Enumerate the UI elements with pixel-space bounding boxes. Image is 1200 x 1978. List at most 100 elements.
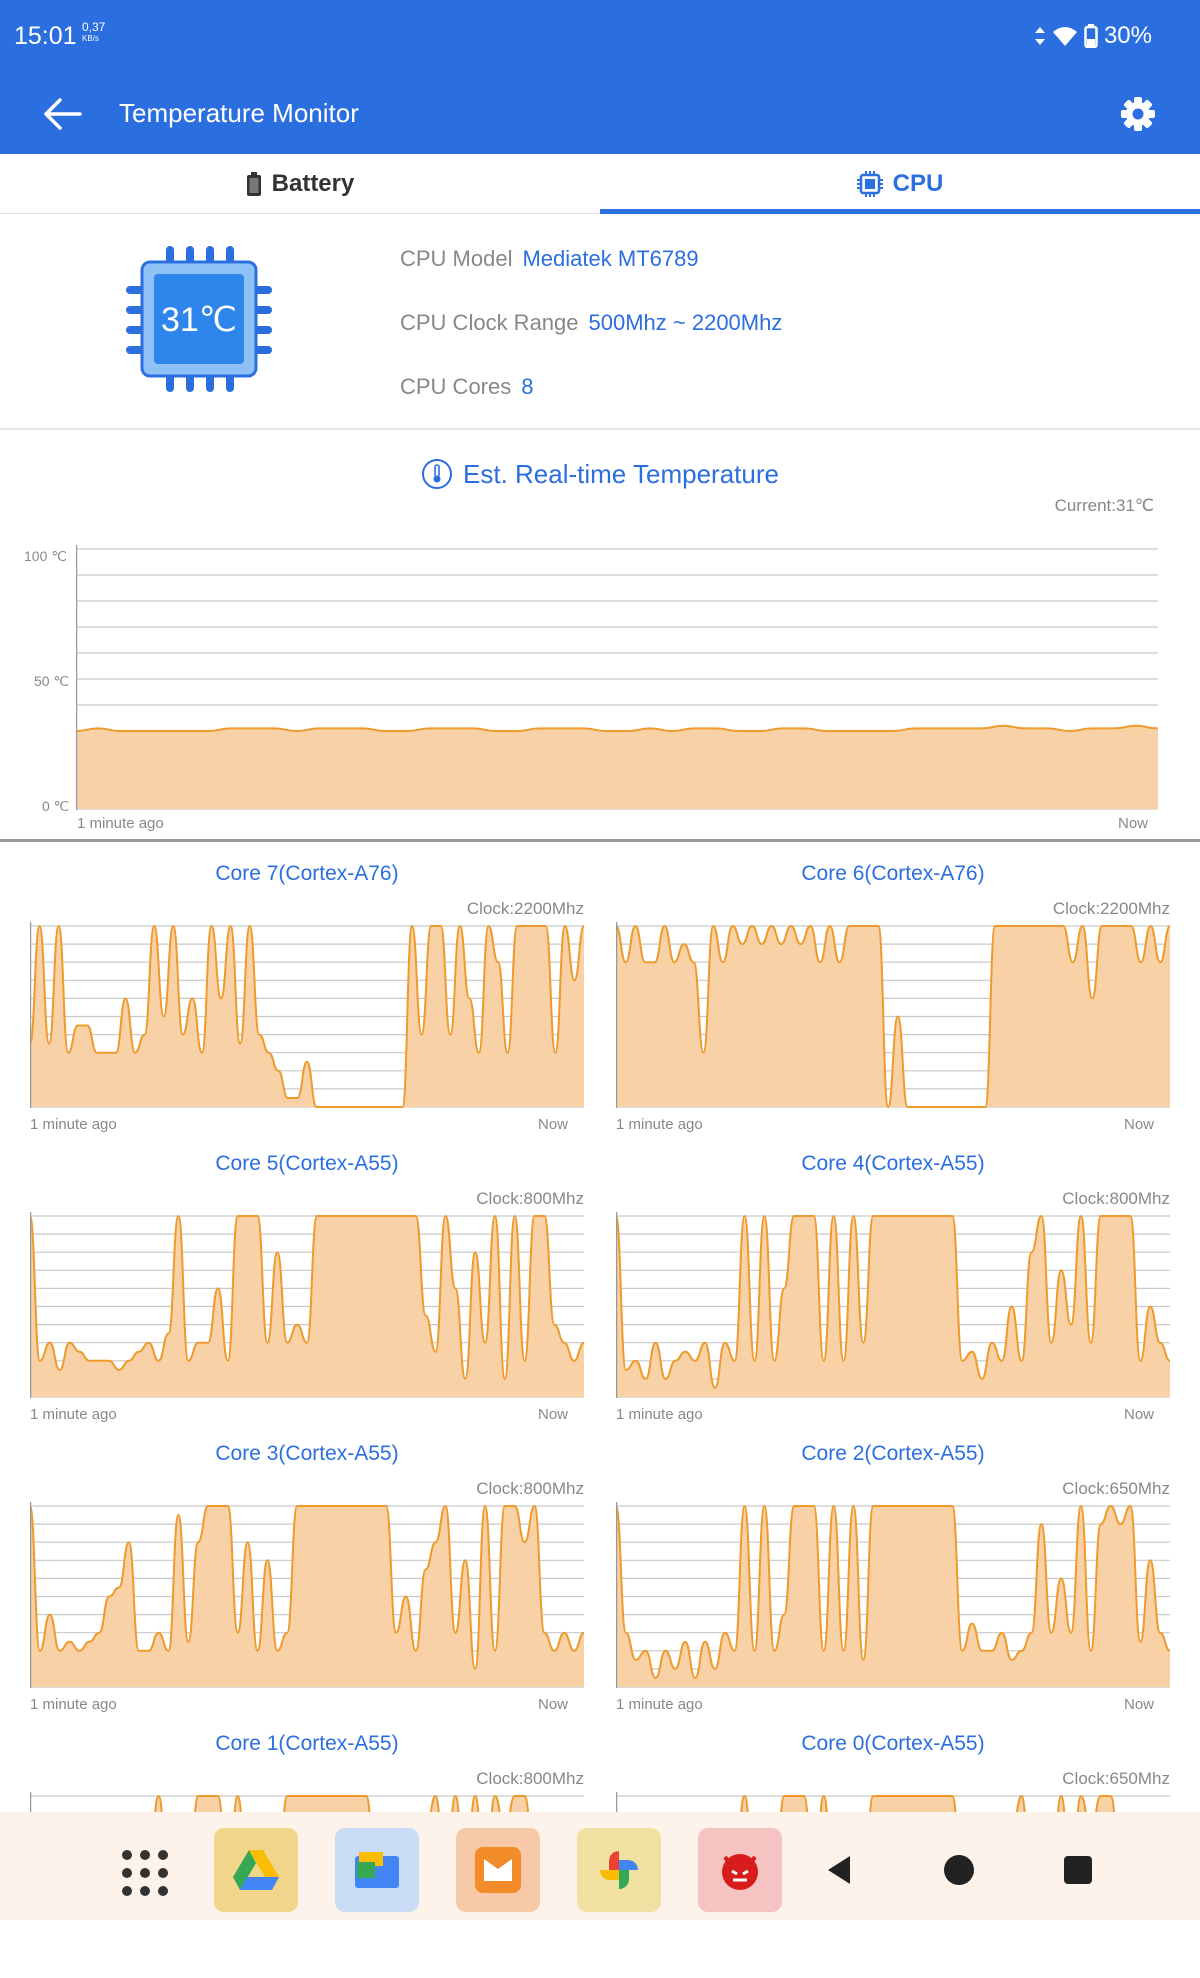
reader-app-icon[interactable] xyxy=(456,1828,540,1912)
core-clock: Clock:800Mhz xyxy=(1062,1189,1170,1208)
home-nav-icon[interactable] xyxy=(939,1850,979,1890)
core-x-start: 1 minute ago xyxy=(616,1116,703,1133)
gear-icon[interactable] xyxy=(1118,94,1158,134)
est-temperature-title-text: Est. Real-time Temperature xyxy=(463,458,779,489)
core-clock: Clock:800Mhz xyxy=(476,1769,584,1788)
core-title: Core 7(Cortex-A76) xyxy=(215,862,399,885)
status-icons: 30% xyxy=(1034,22,1152,50)
core-x-end: Now xyxy=(538,1696,569,1713)
taskbar-dock xyxy=(0,1812,1200,1920)
tab-bar: Battery CPU xyxy=(0,154,1200,214)
reader-logo-icon xyxy=(475,1847,521,1893)
core-clock: Clock:800Mhz xyxy=(476,1479,584,1498)
core-x-start: 1 minute ago xyxy=(30,1696,117,1713)
core-x-start: 1 minute ago xyxy=(30,1116,117,1133)
arrow-left-icon[interactable] xyxy=(40,94,84,134)
core-title: Core 1(Cortex-A55) xyxy=(215,1732,399,1755)
drive-logo-icon xyxy=(233,1850,279,1890)
y-tick-50: 50 ℃ xyxy=(34,673,70,689)
core-title: Core 0(Cortex-A55) xyxy=(801,1732,985,1755)
antutu-app-icon[interactable] xyxy=(698,1828,782,1912)
est-x-start: 1 minute ago xyxy=(77,815,164,832)
folder-icon xyxy=(355,1852,399,1888)
network-speed-unit: KB/s xyxy=(82,34,99,43)
data-arrows-icon xyxy=(1034,27,1045,45)
core-title: Core 3(Cortex-A55) xyxy=(215,1442,399,1465)
network-speed: 0,37 KB/s xyxy=(82,21,105,45)
tab-battery-label: Battery xyxy=(271,170,355,197)
core-chart xyxy=(30,922,584,1108)
est-temperature-line xyxy=(76,724,1158,733)
cpu-model-row: CPU Model Mediatek MT6789 xyxy=(400,246,699,272)
core-x-end: Now xyxy=(1124,1406,1155,1423)
core-clock: Clock:2200Mhz xyxy=(466,899,584,918)
cpu-clock-row: CPU Clock Range 500Mhz ~ 2200Mhz xyxy=(400,310,782,336)
antutu-logo-icon xyxy=(722,1854,758,1890)
core-clock: Clock:650Mhz xyxy=(1062,1769,1170,1788)
chip-icon xyxy=(856,171,883,197)
est-current-temp: Current:31℃ xyxy=(1054,496,1154,515)
files-app-icon[interactable] xyxy=(335,1828,419,1912)
cpu-clock-label: CPU Clock Range xyxy=(400,310,579,335)
tab-cpu[interactable]: CPU xyxy=(600,154,1200,214)
est-temperature-chart xyxy=(76,545,1158,810)
drive-app-icon[interactable] xyxy=(214,1828,298,1912)
back-nav-icon[interactable] xyxy=(820,1850,860,1890)
core-title: Core 5(Cortex-A55) xyxy=(215,1152,399,1175)
core-usage-area xyxy=(616,926,1170,1107)
est-x-end: Now xyxy=(1118,815,1149,832)
cpu-chip-icon xyxy=(126,246,272,392)
app-drawer-icon[interactable] xyxy=(120,1848,170,1898)
photos-app-icon[interactable] xyxy=(577,1828,661,1912)
cpu-info-panel xyxy=(0,214,1200,430)
core-usage-line xyxy=(616,1216,1170,1388)
core-usage-line xyxy=(616,1506,1170,1678)
cpu-model-label: CPU Model xyxy=(400,246,513,271)
chip-temperature: 31℃ xyxy=(160,301,237,339)
pinwheel-icon xyxy=(600,1851,638,1889)
core-usage-line xyxy=(30,1506,584,1669)
battery-percent: 30% xyxy=(1103,22,1152,49)
core-chart xyxy=(616,922,1170,1108)
core-clock: Clock:2200Mhz xyxy=(1052,899,1170,918)
core-usage-area xyxy=(616,1216,1170,1397)
core-chart xyxy=(30,1212,584,1398)
battery-icon xyxy=(246,172,261,196)
core-usage-line xyxy=(30,926,584,1107)
est-temperature-title: Est. Real-time Temperature xyxy=(0,458,1200,490)
status-bar: 15:01 0,37 KB/s 30% xyxy=(0,0,1200,72)
core-x-end: Now xyxy=(538,1116,569,1133)
core-title: Core 4(Cortex-A55) xyxy=(801,1152,985,1175)
core-title: Core 6(Cortex-A76) xyxy=(801,862,985,885)
tab-cpu-label: CPU xyxy=(892,170,944,197)
core-usage-line xyxy=(616,926,1170,1107)
core-x-start: 1 minute ago xyxy=(30,1406,117,1423)
tab-selected-indicator xyxy=(600,209,1200,214)
core-clock: Clock:800Mhz xyxy=(476,1189,584,1208)
app-bar: Temperature Monitor xyxy=(0,72,1200,154)
core-chart xyxy=(616,1502,1170,1688)
est-temperature-area xyxy=(76,725,1158,809)
cpu-clock-value: 500Mhz ~ 2200Mhz xyxy=(588,310,783,335)
network-speed-value: 0,37 xyxy=(82,20,106,34)
y-tick-100: 100 ℃ xyxy=(24,548,67,564)
core-title: Core 2(Cortex-A55) xyxy=(801,1442,985,1465)
core-chart xyxy=(616,1212,1170,1398)
core-usage-area xyxy=(30,1506,584,1687)
cpu-model-value: Mediatek MT6789 xyxy=(522,246,699,271)
core-x-start: 1 minute ago xyxy=(616,1406,703,1423)
battery-icon xyxy=(1084,24,1098,48)
core-usage-area xyxy=(30,1216,584,1397)
core-x-end: Now xyxy=(1124,1696,1155,1713)
app-title: Temperature Monitor xyxy=(119,98,359,128)
core-x-start: 1 minute ago xyxy=(616,1696,703,1713)
core-chart xyxy=(30,1502,584,1688)
cpu-cores-label: CPU Cores xyxy=(400,374,512,399)
core-usage-area xyxy=(616,1506,1170,1687)
cpu-cores-value: 8 xyxy=(521,374,534,399)
tab-battery[interactable]: Battery xyxy=(0,154,600,214)
wifi-icon xyxy=(1052,27,1077,46)
cpu-cores-row: CPU Cores 8 xyxy=(400,374,534,400)
recents-nav-icon[interactable] xyxy=(1058,1850,1098,1890)
core-x-end: Now xyxy=(1124,1116,1155,1133)
